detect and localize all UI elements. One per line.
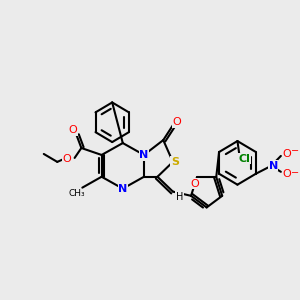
Text: O: O [68,125,77,135]
Text: O: O [172,117,181,127]
Text: −: − [290,168,298,178]
Text: −: − [290,146,298,156]
Text: O: O [62,154,71,164]
Text: O: O [282,149,291,159]
Text: S: S [171,157,179,167]
Text: O: O [191,179,200,189]
Text: N: N [268,161,278,171]
Text: H: H [176,192,183,202]
Text: O: O [282,169,291,179]
Text: N: N [140,150,148,160]
Text: Cl: Cl [238,154,250,164]
Text: N: N [118,184,128,194]
Text: CH₃: CH₃ [68,189,85,198]
